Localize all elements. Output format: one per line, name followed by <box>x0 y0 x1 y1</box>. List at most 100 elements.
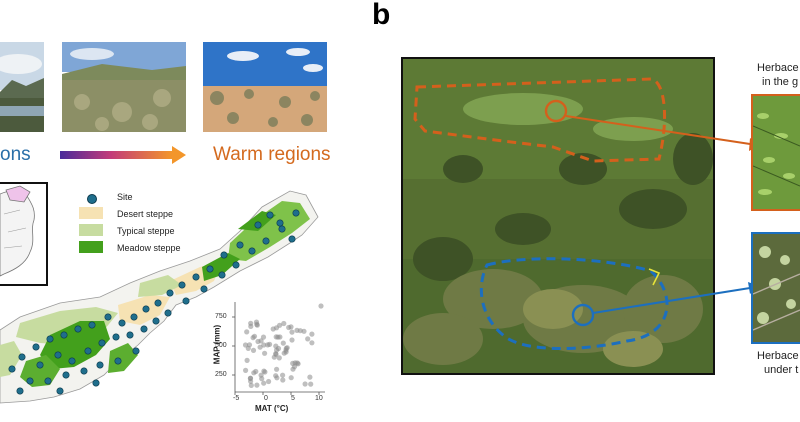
scatter-point <box>309 340 315 346</box>
scatter-point <box>289 337 295 343</box>
cool-regions-label: ons <box>0 144 31 165</box>
site-marker <box>166 289 174 297</box>
legend-meadow-swatch <box>79 241 103 253</box>
site-marker <box>32 343 40 351</box>
site-marker <box>262 237 270 245</box>
scatter-ytick-250: 250 <box>215 371 227 378</box>
panel-b-label: b <box>372 0 391 31</box>
site-marker <box>192 273 200 281</box>
scatter-point <box>273 343 279 349</box>
site-marker <box>96 361 104 369</box>
site-marker <box>60 331 68 339</box>
mid-region-photo <box>62 42 186 132</box>
scatter-point <box>250 347 257 353</box>
scatter-xtick-10: 10 <box>315 395 323 402</box>
climate-gradient-arrow <box>60 146 188 169</box>
scatter-point <box>280 372 286 378</box>
site-marker <box>112 333 120 341</box>
site-marker <box>292 209 300 217</box>
scatter-point <box>253 319 260 325</box>
closeup-gap-caption-2: in the g <box>762 76 799 88</box>
legend-typical-swatch <box>79 224 103 236</box>
scatter-ytick-500: 500 <box>215 342 227 349</box>
scatter-point <box>274 375 280 381</box>
scatter-point <box>247 375 253 381</box>
scatter-point <box>265 342 271 348</box>
site-marker <box>182 297 190 305</box>
scatter-point <box>261 380 267 386</box>
scatter-point <box>251 333 258 339</box>
site-marker <box>114 357 122 365</box>
map-mat-scatter: MAP (mm) MAT (°C) 750 500 250 -5 0 5 10 <box>205 292 330 417</box>
connector-lines <box>550 100 760 335</box>
scatter-point <box>248 323 254 329</box>
closeup-gap-photo <box>751 94 800 211</box>
china-inset-map <box>0 182 48 286</box>
site-marker <box>118 319 126 327</box>
legend-desert-swatch <box>79 207 103 219</box>
site-marker <box>26 377 34 385</box>
warm-region-photo <box>203 42 327 132</box>
scatter-point <box>243 367 249 373</box>
cool-region-photo <box>0 42 44 132</box>
field-photo <box>401 57 715 375</box>
site-marker <box>132 347 140 355</box>
legend-desert-label: Desert steppe <box>117 209 174 219</box>
scatter-xtick-m5: -5 <box>233 395 240 402</box>
closeup-gap-caption-1: Herbace <box>757 62 799 74</box>
scatter-point <box>242 342 249 348</box>
steppe-region-map <box>0 185 335 415</box>
site-marker <box>88 321 96 329</box>
site-marker <box>84 347 92 355</box>
site-marker <box>248 247 256 255</box>
scatter-point <box>262 350 268 356</box>
scatter-point <box>244 357 250 363</box>
scatter-point <box>309 331 315 337</box>
scatter-point <box>261 342 267 348</box>
site-marker <box>254 221 262 229</box>
scatter-point <box>274 366 280 372</box>
site-marker <box>278 225 286 233</box>
legend-site-label: Site <box>117 192 133 202</box>
site-marker <box>46 335 54 343</box>
site-marker <box>36 361 44 369</box>
site-marker <box>164 309 172 317</box>
scatter-point <box>260 334 267 340</box>
site-marker <box>98 339 106 347</box>
scatter-point <box>308 381 314 387</box>
scatter-point <box>281 320 287 327</box>
warm-regions-label: Warm regions <box>213 144 331 165</box>
scatter-point <box>248 382 254 388</box>
scatter-point <box>255 338 261 345</box>
scatter-point <box>286 324 292 331</box>
scatter-point <box>251 370 257 376</box>
scatter-point <box>277 322 283 328</box>
site-marker <box>140 325 148 333</box>
scatter-point <box>280 340 286 346</box>
site-marker <box>44 377 52 385</box>
legend-site-marker <box>87 194 97 204</box>
site-marker <box>276 219 284 227</box>
site-marker <box>104 313 112 321</box>
site-marker <box>218 271 226 279</box>
site-marker <box>16 387 24 395</box>
site-marker <box>142 305 150 313</box>
scatter-point <box>283 349 289 355</box>
site-marker <box>130 313 138 321</box>
site-marker <box>200 285 208 293</box>
scatter-xlabel: MAT (°C) <box>255 404 289 413</box>
scatter-point <box>289 329 295 335</box>
scatter-ytick-750: 750 <box>215 313 227 320</box>
site-marker <box>232 261 240 269</box>
scatter-point <box>318 303 324 309</box>
site-marker <box>92 379 100 387</box>
site-marker <box>126 331 134 339</box>
scatter-point <box>292 360 298 366</box>
scatter-point <box>280 377 286 383</box>
closeup-shrub-caption-1: Herbace <box>757 350 799 362</box>
site-marker <box>62 371 70 379</box>
scatter-point <box>302 381 308 387</box>
legend-typical-label: Typical steppe <box>117 226 175 236</box>
scatter-point <box>261 368 267 374</box>
closeup-shrub-caption-2: under t <box>764 364 799 376</box>
